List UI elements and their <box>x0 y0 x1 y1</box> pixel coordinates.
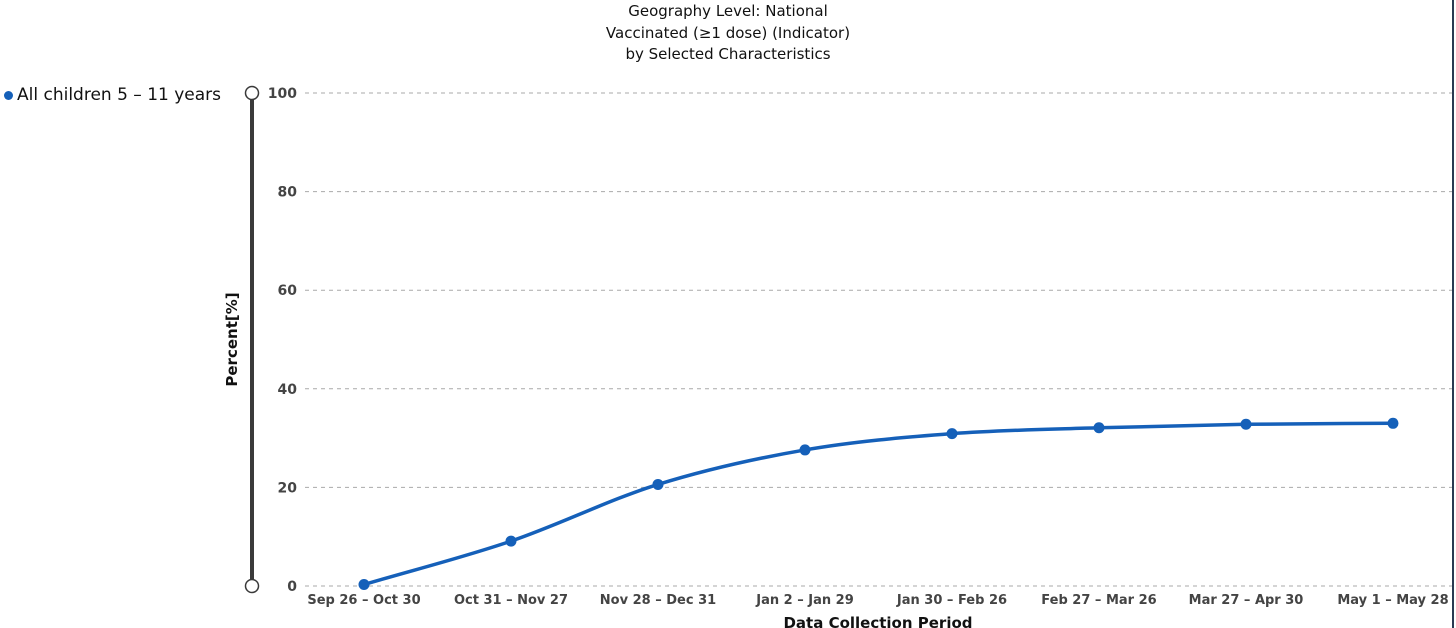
legend-label: All children 5 – 11 years <box>17 85 222 105</box>
y-range-slider-handle-bottom[interactable] <box>244 578 260 594</box>
data-point[interactable] <box>799 444 811 456</box>
x-tick-label: Feb 27 – Mar 26 <box>1041 593 1156 608</box>
x-tick-label: Jan 2 – Jan 29 <box>755 593 853 608</box>
data-point[interactable] <box>1240 418 1252 430</box>
data-point[interactable] <box>1093 422 1105 434</box>
data-point[interactable] <box>505 535 517 547</box>
y-tick-label: 60 <box>278 283 298 299</box>
x-tick-label: Jan 30 – Feb 26 <box>896 593 1007 608</box>
x-tick-label: Nov 28 – Dec 31 <box>600 593 716 608</box>
y-range-slider-handle-top[interactable] <box>244 85 260 101</box>
y-tick-label: 40 <box>278 382 298 398</box>
data-point[interactable] <box>358 579 370 591</box>
series-line <box>363 421 1394 587</box>
legend-dot-icon <box>4 90 13 100</box>
y-tick-label: 100 <box>268 86 297 102</box>
x-tick-label: Mar 27 – Apr 30 <box>1189 593 1304 608</box>
x-tick-label: Sep 26 – Oct 30 <box>307 593 420 608</box>
chart-title-line-1: Geography Level: National <box>628 2 828 20</box>
y-tick-label: 80 <box>278 185 298 201</box>
x-tick-label: Oct 31 – Nov 27 <box>454 593 568 608</box>
chart-title-line-3: by Selected Characteristics <box>625 45 831 63</box>
chart-title-line-2: Vaccinated (≥1 dose) (Indicator) <box>605 23 851 42</box>
y-tick-label: 0 <box>287 579 297 595</box>
data-point[interactable] <box>652 478 664 490</box>
data-point[interactable] <box>946 428 958 440</box>
legend-item-series[interactable]: All children 5 – 11 years <box>4 85 221 105</box>
data-point[interactable] <box>1387 417 1399 429</box>
x-axis-title: Data Collection Period <box>783 614 972 628</box>
y-tick-label: 20 <box>278 480 298 496</box>
x-tick-label: May 1 – May 28 <box>1337 593 1448 608</box>
y-axis-title: Percent[%] <box>223 292 241 386</box>
chart-title: Geography Level: National Vaccinated (≥1… <box>0 1 1456 66</box>
